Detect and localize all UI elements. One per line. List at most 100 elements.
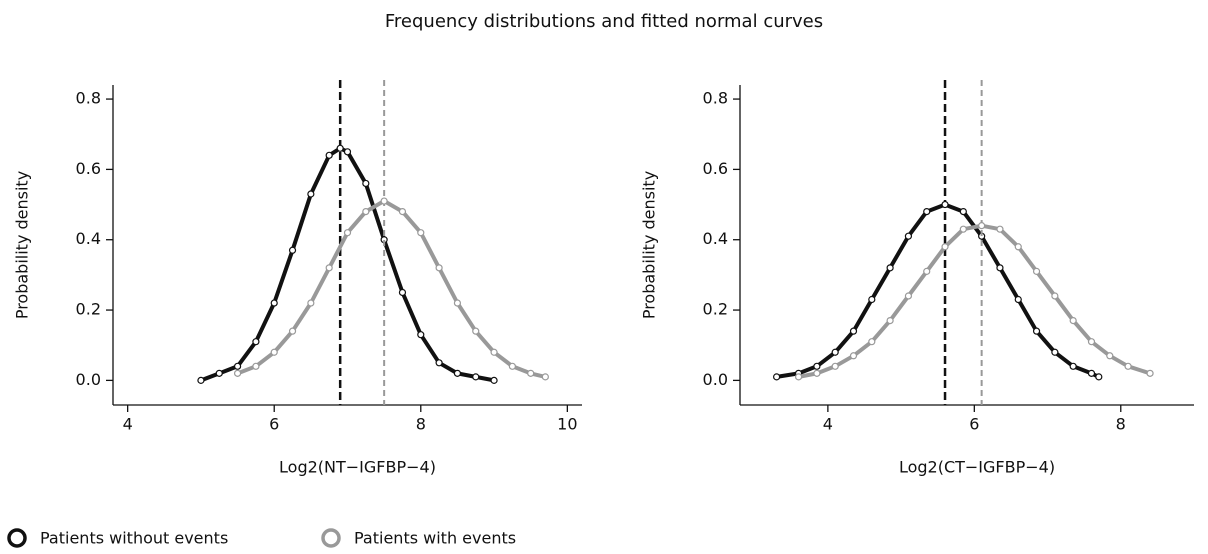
data-point [307,190,315,198]
y-tick-label: 0.6 [703,159,728,178]
data-point [941,200,949,209]
data-point [417,229,425,237]
data-point [252,362,260,370]
data-point [868,295,876,304]
data-point [1124,362,1132,370]
y-tick-label: 0.2 [703,300,728,319]
data-point [233,369,242,377]
data-point [1051,292,1059,300]
y-axis-label: Probability density [640,171,659,319]
x-tick-label: 4 [123,415,133,434]
data-point [831,362,839,370]
density-curve [200,146,495,383]
legend-marker [7,528,27,548]
data-point [252,338,260,346]
data-point [1032,327,1041,335]
data-point [472,373,480,381]
y-tick-label: 0.6 [76,159,101,178]
data-point [270,299,278,307]
data-point [794,373,803,381]
data-point [849,352,858,360]
density-curve [236,199,546,379]
data-point [941,243,949,251]
y-tick-label: 0.2 [76,300,101,319]
data-point [541,373,549,381]
x-tick-label: 8 [416,415,426,434]
legend-label: Patients without events [40,529,228,548]
y-tick-label: 0.4 [703,229,728,248]
data-point [453,369,462,377]
data-point [868,338,876,346]
data-point [362,207,370,216]
data-point [923,207,931,216]
data-point [472,327,480,335]
data-point [996,225,1004,233]
data-point [215,369,223,377]
data-point [197,376,205,384]
data-point [398,288,407,297]
data-point [288,327,297,335]
data-point [1087,338,1096,346]
x-axis-label: Log2(NT−IGFBP−4) [279,458,436,477]
data-point [1095,373,1103,381]
legend-label: Patients with events [354,529,516,548]
x-tick-label: 6 [969,415,979,434]
legend-marker [321,528,341,548]
data-point [490,376,498,384]
y-tick-label: 0.4 [76,229,101,248]
data-point [813,362,821,370]
data-point [978,222,986,230]
data-point [362,179,370,188]
data-point [325,151,333,159]
data-point [270,348,278,356]
data-point [904,292,913,300]
y-tick-label: 0.0 [703,370,728,389]
data-point [1106,352,1114,360]
data-point [996,264,1004,272]
data-point [773,373,781,381]
data-point [508,362,516,370]
data-point [1051,348,1059,356]
y-tick-label: 0.8 [703,89,728,108]
data-point [1146,369,1154,377]
data-point [1014,243,1022,251]
data-point [490,348,498,356]
data-point [813,369,821,377]
x-tick-label: 10 [557,415,577,434]
x-tick-label: 6 [269,415,279,434]
data-point [288,246,297,254]
data-point [435,359,443,367]
data-point [307,299,315,307]
figure-title: Frequency distributions and fitted norma… [385,11,823,32]
data-point [904,232,913,240]
data-point [1069,362,1077,370]
data-point [233,362,242,370]
data-point [886,264,894,272]
data-point [849,327,858,335]
data-point [1032,267,1041,275]
data-point [1087,369,1096,377]
x-tick-label: 4 [823,415,833,434]
data-point [435,264,443,272]
data-point [343,148,352,156]
x-tick-label: 8 [1116,415,1126,434]
data-point [959,207,967,216]
density-curve [798,223,1151,379]
data-point [380,197,388,205]
x-axis-label: Log2(CT−IGFBP−4) [899,458,1055,477]
data-point [886,317,894,325]
y-axis-label: Probability density [13,171,32,319]
data-point [959,225,967,233]
data-point [343,229,352,237]
y-tick-label: 0.8 [76,89,101,108]
data-point [336,144,344,152]
data-point [398,207,407,216]
data-point [831,348,839,356]
y-tick-label: 0.0 [76,370,101,389]
data-point [325,264,333,272]
data-point [527,369,535,377]
data-point [1069,317,1077,325]
data-point [417,331,425,339]
data-point [453,299,462,307]
